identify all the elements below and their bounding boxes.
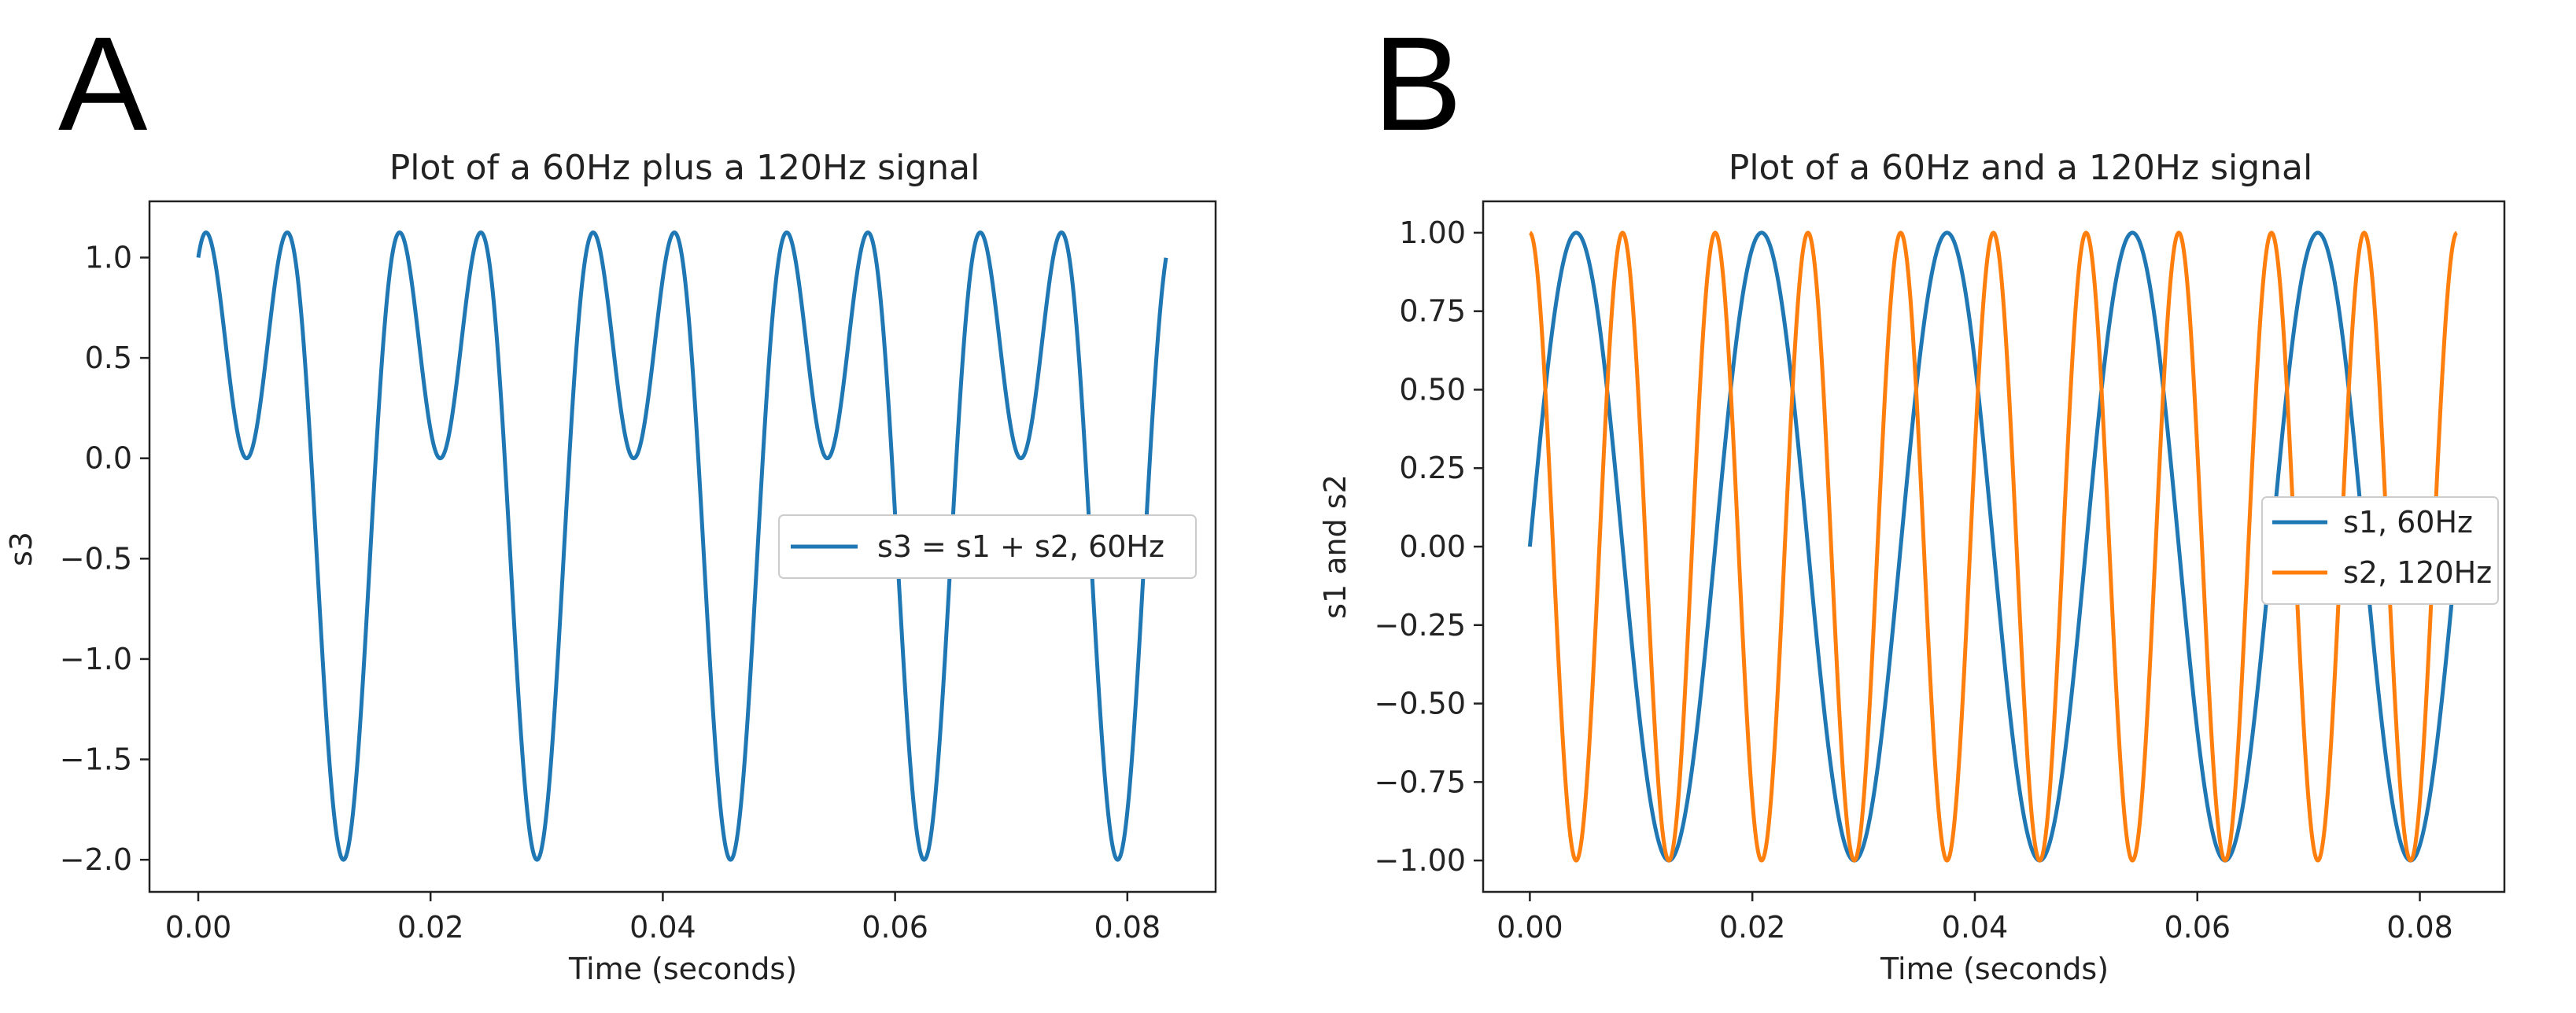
chart-b-xtick-label: 0.02 [1719, 910, 1786, 945]
chart-a-ytick-label: −1.0 [60, 642, 132, 676]
chart-a-ytick-label: 1.0 [85, 240, 132, 274]
chart-b-ticks: 0.00 0.02 0.04 0.06 0.08 1.00 0.75 0.50 0.25 0.00… [1375, 215, 2453, 945]
chart-b-ytick-label: −0.75 [1375, 764, 1466, 799]
chart-a-ytick-label: 0.5 [85, 341, 132, 375]
chart-a-series-group [196, 230, 1168, 862]
chart-b-series-group [1527, 230, 2460, 863]
chart-b-ytick-label: 0.00 [1399, 529, 1466, 564]
chart-a-ticks: 0.00 0.02 0.04 0.06 0.08 1.0 0.5 0.0 −0.5 −1.0 −1.… [60, 240, 1161, 945]
chart-b-ytick-label: −1.00 [1375, 843, 1466, 878]
chart-b-ytick-label: 0.50 [1399, 372, 1466, 407]
chart-a-xtick-label: 0.02 [397, 910, 464, 945]
chart-a-ylabel: s3 [4, 532, 39, 566]
panel-b: B Plot of a 60Hz and a 120Hz signal 0.00… [1318, 9, 2506, 986]
chart-a-legend: s3 = s1 + s2, 60Hz [778, 514, 1197, 579]
chart-b-ylabel: s1 and s2 [1318, 474, 1353, 619]
chart-b-legend-label-s1: s1, 60Hz [2343, 505, 2473, 540]
chart-b-xtick-label: 0.06 [2164, 910, 2231, 945]
chart-b-title: Plot of a 60Hz and a 120Hz signal [1729, 148, 2312, 188]
panel-letter-b: B [1373, 9, 1462, 159]
chart-a-xtick-label: 0.04 [629, 910, 696, 945]
chart-a-axes-frame [148, 200, 1217, 893]
panel-a: A Plot of a 60Hz plus a 120Hz signal 0.0… [4, 9, 1217, 986]
chart-b-legend: s1, 60Hz s2, 120Hz [2261, 496, 2499, 605]
chart-b-xtick-label: 0.08 [2386, 910, 2453, 945]
panel-letter-a: A [58, 9, 148, 159]
chart-a-xtick-label: 0.06 [862, 910, 928, 945]
chart-a-title: Plot of a 60Hz plus a 120Hz signal [389, 148, 980, 188]
chart-a-legend-label-s3: s3 = s1 + s2, 60Hz [877, 529, 1164, 564]
chart-a-ytick-label: −0.5 [60, 541, 132, 576]
chart-b-xtick-label: 0.04 [1942, 910, 2009, 945]
chart-b-series-line-1 [1527, 230, 2460, 863]
chart-a-ytick-label: −2.0 [60, 842, 132, 877]
chart-b-ytick-label: 0.25 [1399, 451, 1466, 485]
chart-b-legend-label-s2: s2, 120Hz [2343, 555, 2492, 590]
chart-b-xlabel: Time (seconds) [1880, 952, 2109, 986]
chart-b-series-line-2 [1528, 230, 2459, 863]
chart-a-xlabel: Time (seconds) [568, 952, 797, 986]
chart-b-ytick-label: −0.25 [1375, 608, 1466, 643]
chart-a-series-line-1 [196, 230, 1168, 862]
chart-a-ytick-label: −1.5 [60, 742, 132, 777]
chart-b-ytick-label: −0.50 [1375, 687, 1466, 721]
chart-b-ytick-label: 1.00 [1399, 215, 1466, 250]
chart-a-legend-box [778, 514, 1197, 579]
chart-b-xtick-label: 0.00 [1497, 910, 1563, 945]
chart-a-ytick-label: 0.0 [85, 441, 132, 476]
chart-a-xtick-label: 0.08 [1094, 910, 1161, 945]
chart-a-xtick-label: 0.00 [165, 910, 232, 945]
chart-b-ytick-label: 0.75 [1399, 294, 1466, 329]
